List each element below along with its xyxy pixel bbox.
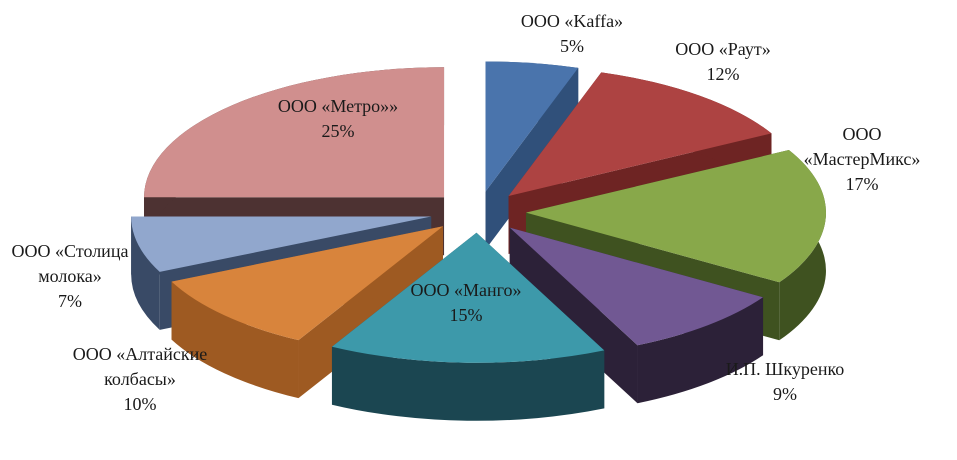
pie-slice — [525, 150, 826, 283]
pie-slice-label: ООО «МастерМикс» 17% — [804, 124, 921, 194]
pie-slice-percent: 25% — [322, 121, 355, 141]
pie-slice-outer-wall — [637, 297, 764, 404]
pie-slice — [131, 216, 432, 272]
pie-slice-percent: 17% — [846, 174, 879, 194]
pie-labels: ООО «Kaffa» 5% ООО «Раут» 12% ООО «МастерМикс… — [12, 11, 921, 414]
pie-slice-name: колбасы» — [104, 369, 176, 389]
pie-slice-name: ООО «Метро»» — [278, 96, 398, 116]
pie-slice-percent: 12% — [707, 64, 740, 84]
pie-slice-name: ООО «Kaffa» — [521, 11, 623, 31]
pie-tops — [131, 61, 826, 363]
pie-slice-name: ООО «Столица — [12, 241, 129, 261]
pie-slice-name: И.П. Шкуренко — [726, 359, 845, 379]
pie-slice-name: ООО «Манго» — [410, 280, 521, 300]
pie-slice — [171, 226, 444, 341]
pie-slice-percent: 7% — [58, 291, 82, 311]
pie-slice — [485, 61, 579, 192]
pie-slice-name: молока» — [38, 266, 102, 286]
pie-slice-outer-wall — [331, 346, 605, 421]
pie-slice-name: ООО «Раут» — [675, 39, 770, 59]
pie-slice-percent: 9% — [773, 384, 797, 404]
pie-slice-percent: 15% — [450, 305, 483, 325]
pie-slice-name: ООО «Алтайские — [73, 344, 208, 364]
pie-slice-label: ООО «Метро»» 25% — [278, 96, 398, 141]
pie-slice-label: И.П. Шкуренко 9% — [726, 359, 845, 404]
pie-slice-percent: 10% — [124, 394, 157, 414]
pie-slice — [508, 72, 772, 196]
pie-slice — [509, 227, 764, 346]
pie-slice-outer-wall — [131, 216, 160, 330]
pie-slice-label: ООО «Алтайские колбасы» 10% — [73, 344, 208, 414]
pie-slice-name: «МастерМикс» — [804, 149, 921, 169]
pie-slice-label: ООО «Kaffa» 5% — [521, 11, 623, 56]
pie-slice-label: ООО «Раут» 12% — [675, 39, 770, 84]
pie-slice — [144, 67, 445, 198]
pie-slice — [331, 232, 605, 363]
pie-slice-label: ООО «Столица молока» 7% — [12, 241, 129, 311]
pie-slice-wall — [509, 227, 638, 404]
pie-slice-outer-wall — [171, 281, 299, 399]
pie-slice-name: ООО — [843, 124, 882, 144]
pie-slice-percent: 5% — [560, 36, 584, 56]
pie-slice-label: ООО «Манго» 15% — [410, 280, 521, 325]
